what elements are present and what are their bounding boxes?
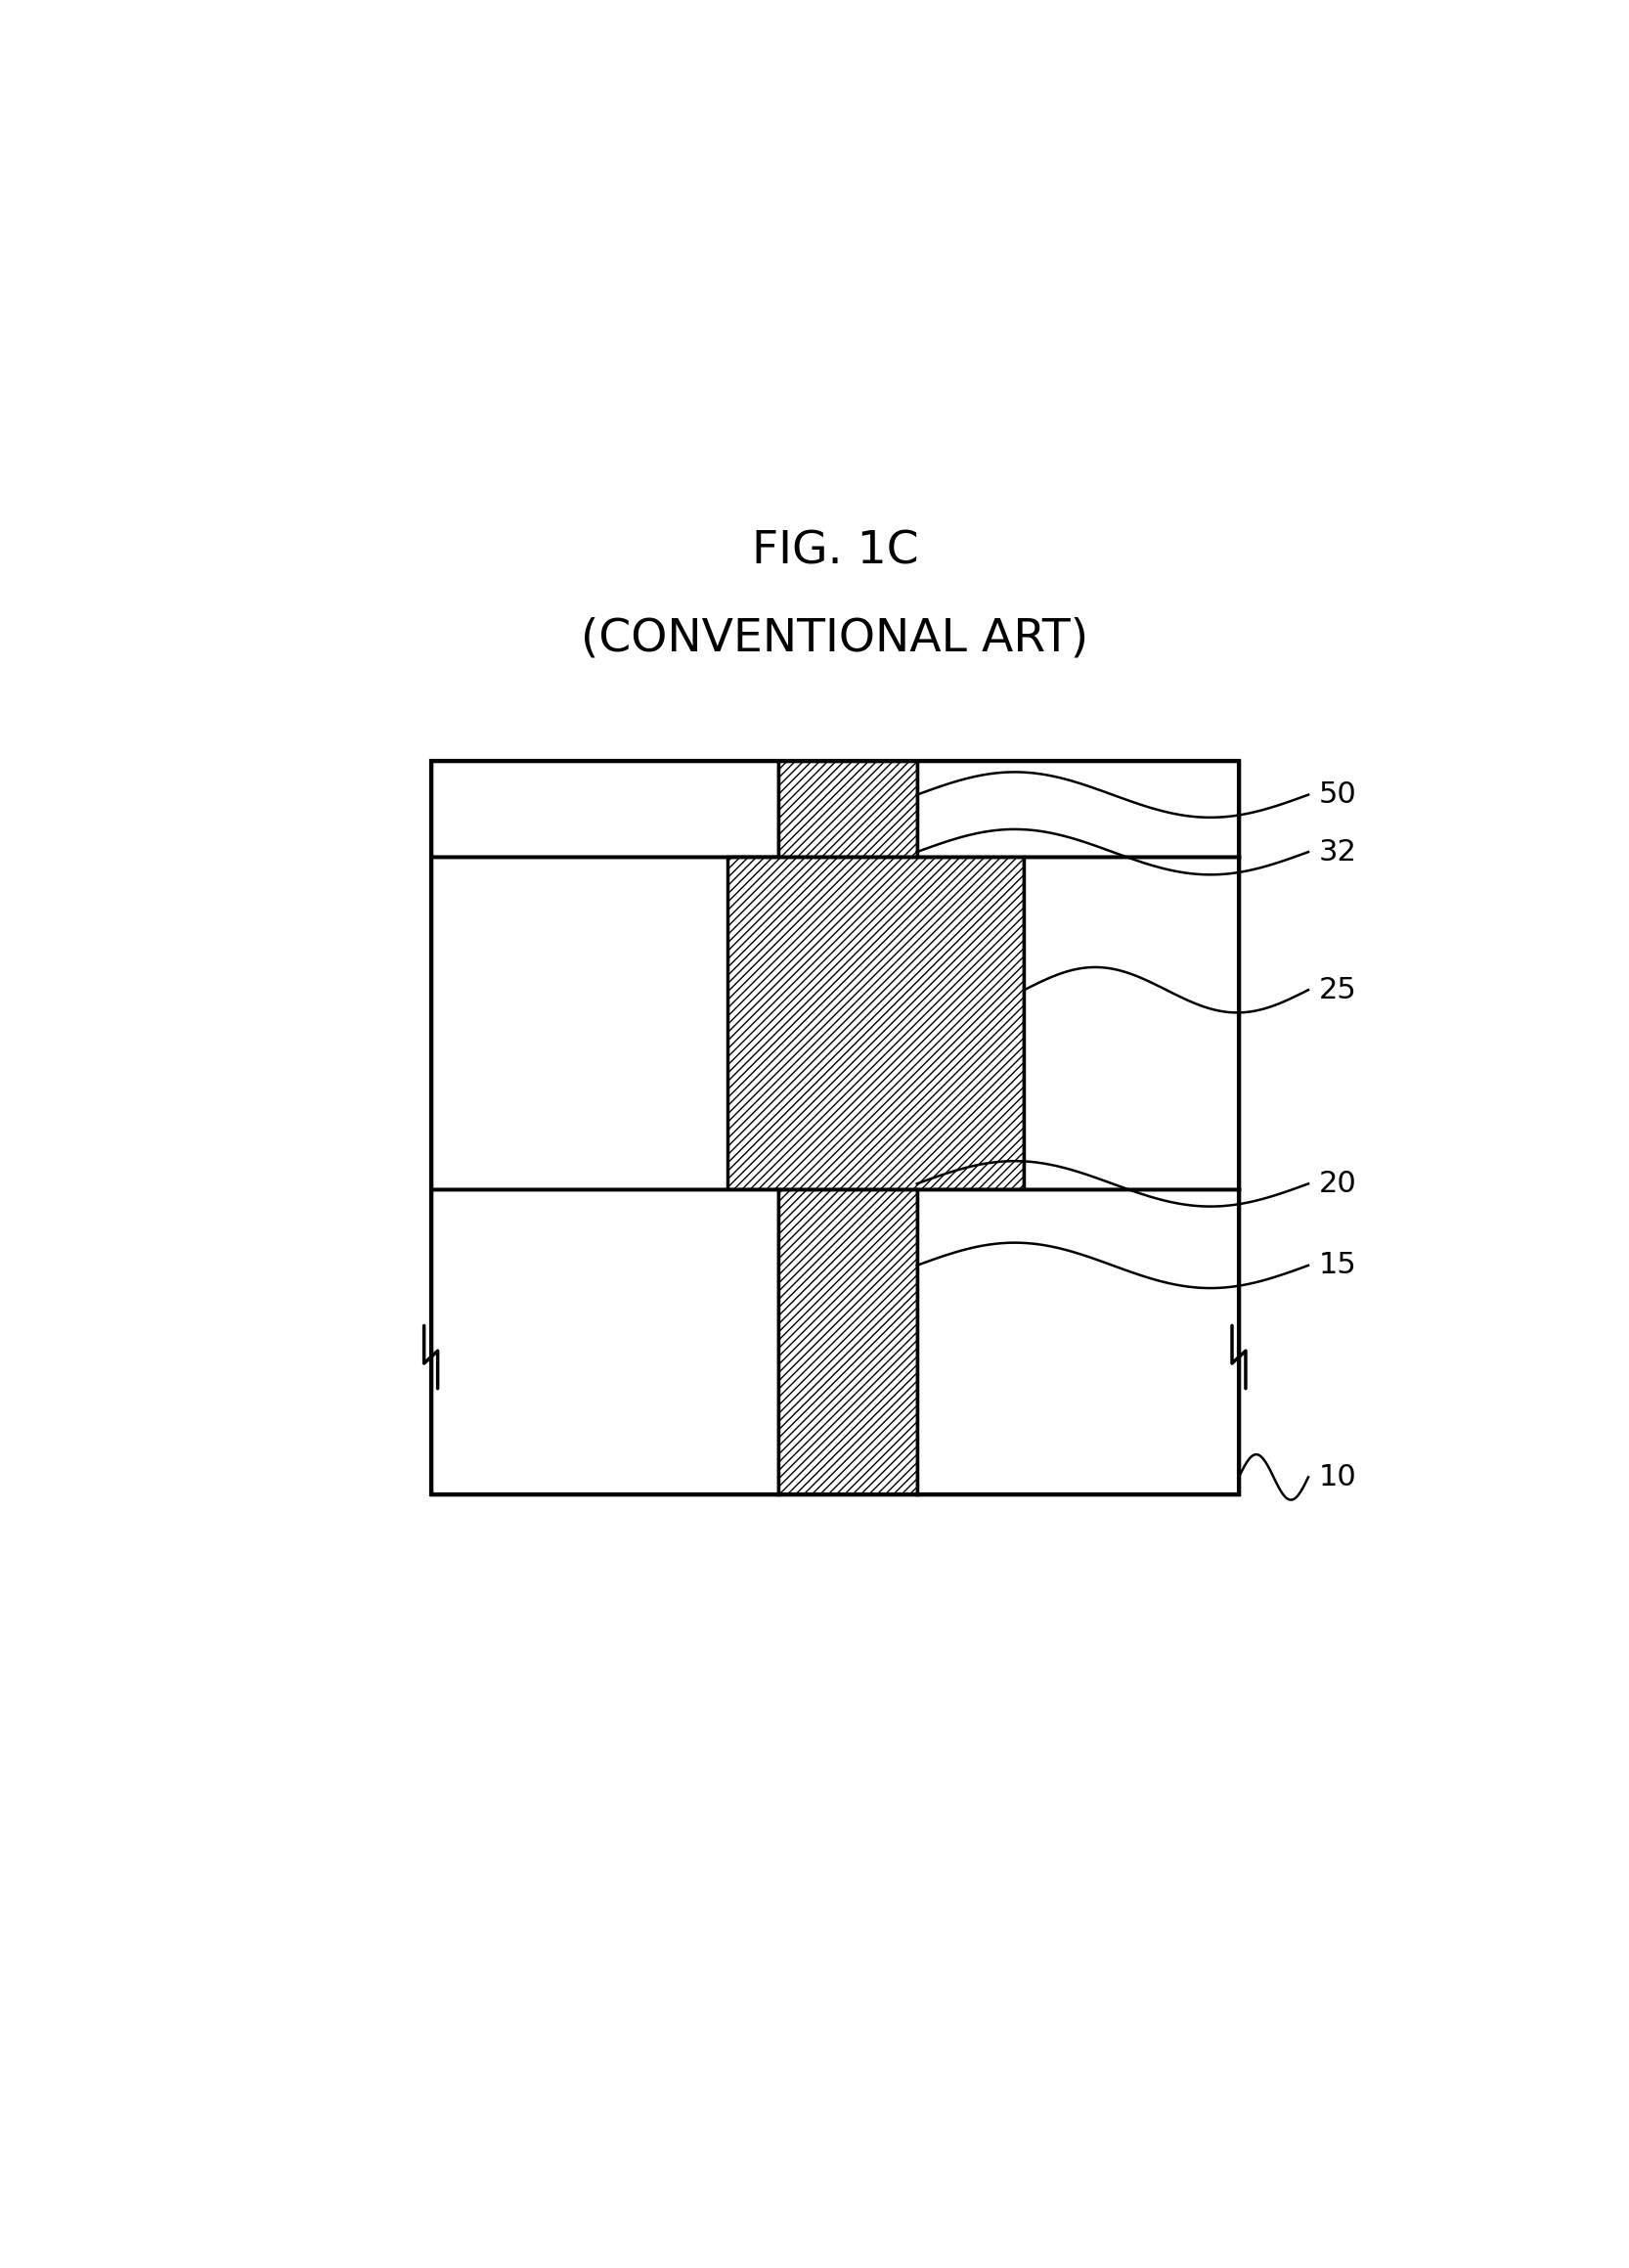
Bar — [917, 1188, 1238, 1495]
Text: FIG. 1C: FIG. 1C — [751, 528, 919, 574]
Text: 15: 15 — [1318, 1252, 1357, 1279]
Bar — [1025, 857, 1238, 1188]
Bar — [728, 857, 1025, 1188]
Text: 32: 32 — [1318, 837, 1357, 866]
Text: 10: 10 — [1318, 1463, 1357, 1492]
Bar — [430, 1188, 779, 1495]
Bar — [430, 762, 779, 857]
Text: (CONVENTIONAL ART): (CONVENTIONAL ART) — [582, 617, 1088, 660]
Text: 50: 50 — [1318, 780, 1357, 810]
Bar — [779, 1188, 917, 1495]
Bar — [779, 762, 917, 857]
Text: 25: 25 — [1318, 975, 1357, 1005]
Bar — [917, 762, 1238, 857]
Bar — [430, 762, 1238, 1495]
Bar — [430, 857, 779, 1188]
Text: 20: 20 — [1318, 1170, 1357, 1198]
